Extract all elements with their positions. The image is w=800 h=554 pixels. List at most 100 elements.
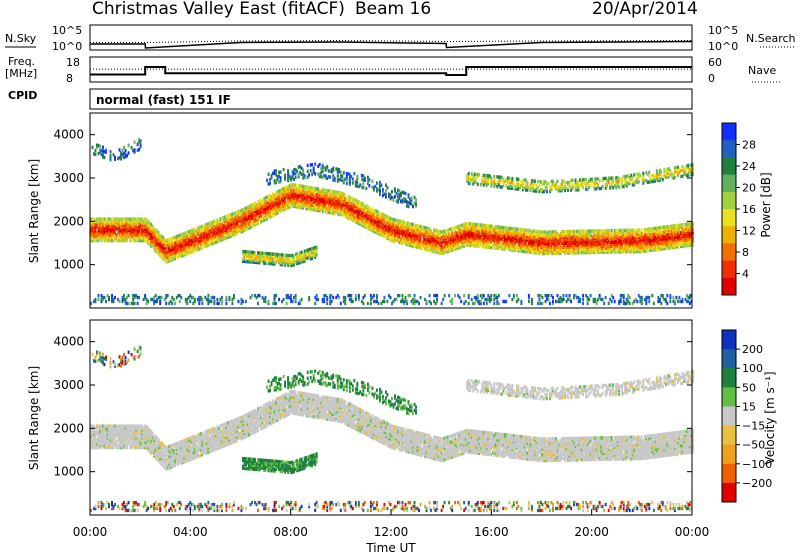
power-cell (237, 215, 240, 220)
power-cell (102, 297, 104, 302)
power-cell (94, 148, 97, 153)
power-cell (157, 234, 160, 239)
power-cell (223, 219, 226, 223)
power-cell (242, 223, 244, 227)
power-cell (186, 238, 189, 242)
power-cell (123, 223, 126, 227)
power-cell (270, 210, 273, 215)
power-cell (226, 218, 229, 222)
power-cell (189, 246, 192, 251)
power-cell (183, 235, 186, 240)
power-cell (538, 183, 541, 188)
power-cell (249, 219, 252, 224)
power-cell (210, 240, 213, 244)
power-cell (177, 242, 180, 246)
power-cell (264, 200, 267, 204)
power-cell (443, 293, 446, 298)
power-cell (214, 232, 217, 237)
power-cell (211, 233, 214, 238)
power-cell (217, 225, 220, 230)
power-cell (114, 234, 116, 239)
power-cell (275, 252, 278, 257)
power-cell (251, 222, 253, 227)
power-cell (211, 228, 214, 232)
power-cell (202, 233, 205, 238)
power-cell (222, 223, 225, 228)
power-cell (166, 240, 169, 244)
power-cell (228, 231, 231, 235)
power-cell (103, 149, 106, 154)
power-cell (198, 227, 201, 232)
power-cell (138, 234, 141, 239)
power-cell (109, 155, 112, 160)
power-cell (353, 171, 356, 176)
power-cell (90, 238, 92, 243)
power-cell (216, 237, 219, 242)
power-cell (159, 240, 162, 244)
power-cell (378, 188, 381, 193)
power-cell (281, 257, 284, 261)
power-cell (252, 252, 255, 257)
power-cell (144, 233, 147, 237)
power-cell (210, 226, 213, 231)
power-cell (220, 216, 223, 221)
power-cell (211, 230, 214, 234)
power-cell (240, 216, 243, 220)
power-cell (284, 255, 287, 259)
power-cell (187, 243, 190, 248)
power-cell (257, 255, 259, 259)
power-cell (242, 257, 244, 262)
power-cell (216, 297, 219, 302)
freq-right-tick-bottom: 0 (708, 72, 715, 85)
power-cell (225, 228, 228, 232)
power-cell (282, 200, 285, 204)
power-cell (175, 240, 178, 245)
power-cell (222, 217, 225, 222)
power-cell (275, 198, 278, 203)
power-cell (109, 223, 112, 227)
power-cell (351, 177, 354, 181)
power-cell (153, 233, 156, 238)
power-cell (243, 253, 246, 258)
power-cell (238, 209, 241, 213)
power-cell (168, 257, 171, 261)
power-cell (220, 226, 223, 230)
power-cell (196, 245, 199, 250)
power-cell (169, 252, 172, 257)
power-cell (254, 260, 256, 265)
power-cell (527, 299, 530, 304)
power-cell (186, 230, 189, 235)
power-cell (94, 234, 97, 239)
power-cell (219, 223, 222, 227)
power-cell (362, 182, 365, 186)
power-cell (195, 240, 198, 245)
power-cell (261, 251, 264, 255)
power-cell (357, 293, 360, 298)
power-cell (273, 199, 276, 203)
power-cell (222, 231, 225, 236)
power-cell (139, 231, 142, 235)
power-cell (284, 190, 287, 194)
power-cell (279, 207, 282, 212)
power-cell (231, 220, 234, 224)
power-cell (118, 225, 121, 229)
power-cell (207, 233, 210, 238)
power-cell (235, 216, 238, 220)
power-cell (178, 243, 181, 247)
power-cell (174, 254, 177, 259)
power-cell (351, 299, 354, 304)
power-cell (160, 234, 163, 238)
power-cell (175, 248, 178, 252)
power-cell (257, 251, 259, 255)
power-cell (326, 301, 329, 306)
power-cell (133, 221, 136, 225)
power-cell (177, 247, 180, 252)
power-cell (276, 176, 279, 181)
power-cell (279, 176, 282, 180)
power-cell (168, 255, 171, 259)
power-cell (242, 215, 244, 220)
power-cell (260, 255, 262, 259)
power-cell (242, 225, 244, 229)
power-cell (517, 177, 520, 182)
power-cell (257, 202, 259, 206)
